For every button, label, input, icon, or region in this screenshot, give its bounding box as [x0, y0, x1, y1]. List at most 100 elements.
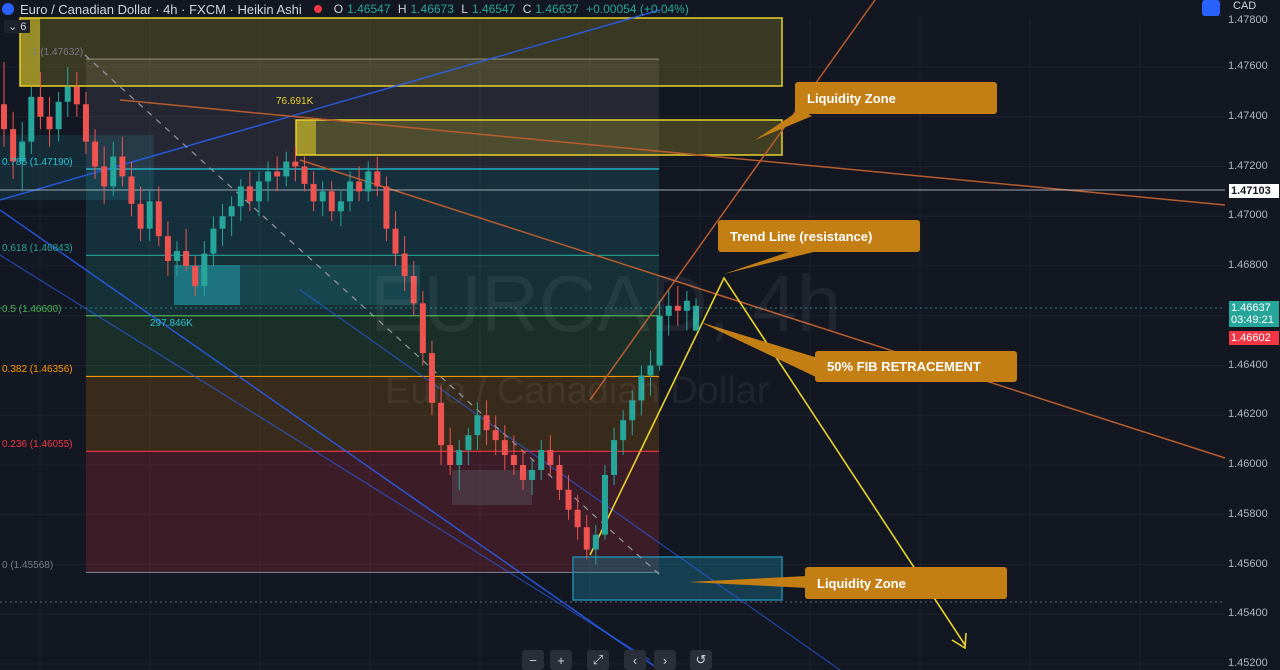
candle: [64, 67, 71, 117]
callout-trend-line[interactable]: Trend Line (resistance): [718, 220, 920, 252]
supply-zone-box[interactable]: [295, 119, 783, 156]
candle-body: [347, 181, 353, 202]
candle-body: [447, 445, 454, 465]
fib-band-0.382: [86, 376, 659, 452]
zoom-out-button[interactable]: −: [522, 650, 544, 670]
candle-body: [356, 181, 363, 192]
candle: [19, 121, 26, 192]
fib-retracement-bands[interactable]: [86, 58, 659, 574]
candle-body: [656, 315, 663, 366]
candle: [255, 171, 262, 217]
projection-arrowhead: [951, 632, 967, 650]
pointer-liquidity-bottom: [688, 576, 808, 588]
candlestick-series[interactable]: [1, 62, 699, 565]
candle: [155, 186, 162, 247]
crosshair-price-tag: 1.47103: [1229, 184, 1279, 198]
collapse-indicators-button[interactable]: ⌄ 6: [4, 20, 31, 33]
callout-liquidity-zone-top[interactable]: Liquidity Zone: [795, 82, 997, 114]
candle: [656, 300, 663, 371]
liquidity-zone-top-box[interactable]: [19, 17, 783, 87]
candle-body: [647, 365, 654, 376]
candle: [556, 455, 563, 500]
camera-icon[interactable]: [1202, 0, 1220, 16]
candle: [583, 514, 590, 560]
supply-zone-fill: [296, 120, 316, 155]
candle-body: [37, 96, 44, 117]
axis-tick-label: 1.46400: [1228, 358, 1268, 371]
symbol-icon[interactable]: [2, 3, 14, 15]
candle: [210, 216, 217, 266]
candle-body: [46, 116, 53, 130]
candle: [356, 166, 363, 202]
brown-trend-line-1[interactable]: [119, 99, 1226, 206]
candle-body: [574, 509, 581, 528]
blue-channel-line-3[interactable]: [0, 254, 651, 661]
axis-tick-label-top: 1.47800: [1228, 14, 1268, 26]
blue-channel-line-4[interactable]: [299, 289, 841, 670]
reset-button[interactable]: ↺: [690, 650, 712, 670]
dashed-diagonal[interactable]: [84, 54, 661, 576]
candle: [228, 196, 235, 237]
candle-body: [456, 450, 463, 465]
callout-fib-retracement[interactable]: 50% FIB RETRACEMENT: [815, 351, 1017, 382]
volume-label-upper: 76.691K: [276, 96, 314, 107]
candle-body: [210, 228, 217, 254]
blue-channel-line-2[interactable]: [0, 209, 661, 670]
candle-body: [19, 141, 26, 162]
fit-button[interactable]: ⤢: [587, 650, 609, 670]
candle: [73, 71, 80, 117]
chart-title[interactable]: Euro / Canadian Dollar · 4h · FXCM · Hei…: [20, 1, 302, 17]
candle-body: [201, 253, 208, 286]
candle: [174, 241, 180, 276]
candle: [110, 141, 117, 197]
candle-body: [146, 201, 153, 229]
candle: [474, 402, 481, 451]
zoom-in-button[interactable]: +: [550, 650, 572, 670]
trend-lines[interactable]: [0, 0, 1226, 670]
candle-body: [428, 353, 435, 403]
price-change: +0.00054 (+0.04%): [586, 2, 689, 16]
brown-trend-line-3[interactable]: [589, 0, 876, 401]
candle-body: [538, 450, 545, 470]
candle: [92, 129, 99, 179]
candle-body: [283, 161, 290, 177]
candle-body: [73, 86, 80, 105]
chevron-down-icon: ⌄: [8, 21, 18, 33]
candle: [465, 427, 472, 465]
liquidity-zone-bottom-box[interactable]: [572, 556, 783, 601]
candle-body: [483, 415, 490, 431]
candle: [283, 151, 290, 187]
axis-tick-label: 1.45200: [1228, 657, 1268, 669]
callout-liquidity-zone-bottom[interactable]: Liquidity Zone: [805, 567, 1007, 599]
candle-body: [237, 186, 244, 207]
axis-tick-label: 1.45600: [1228, 557, 1268, 570]
candle-body: [683, 300, 690, 311]
candle-body: [328, 191, 335, 212]
currency-selector[interactable]: CAD: [1233, 0, 1257, 12]
candle-body: [92, 141, 99, 167]
candle-body: [583, 527, 590, 550]
candle-body: [392, 228, 399, 254]
projection-path[interactable]: [589, 276, 966, 646]
candle: [638, 365, 645, 416]
axis-tick-label: 1.45400: [1228, 607, 1268, 620]
candle-body: [310, 183, 317, 202]
candle: [565, 474, 572, 520]
axis-tick-label: 1.46200: [1228, 408, 1268, 421]
fib-band-0.5: [86, 315, 659, 377]
zone-boxes[interactable]: [0, 17, 783, 601]
candle-body: [611, 440, 618, 475]
candle: [201, 241, 208, 296]
fib-label-0.382: 0.382 (1.46356): [2, 364, 73, 376]
brown-trend-line-2[interactable]: [299, 159, 1226, 459]
candle: [319, 181, 326, 217]
blue-channel-line-1[interactable]: [0, 9, 661, 201]
fib-label-0.618: 0.618 (1.46843): [2, 243, 73, 255]
scroll-right-button[interactable]: ›: [654, 650, 676, 670]
candle: [265, 161, 272, 202]
candle: [383, 176, 390, 242]
candle: [611, 427, 618, 485]
scroll-left-button[interactable]: ‹: [624, 650, 646, 670]
